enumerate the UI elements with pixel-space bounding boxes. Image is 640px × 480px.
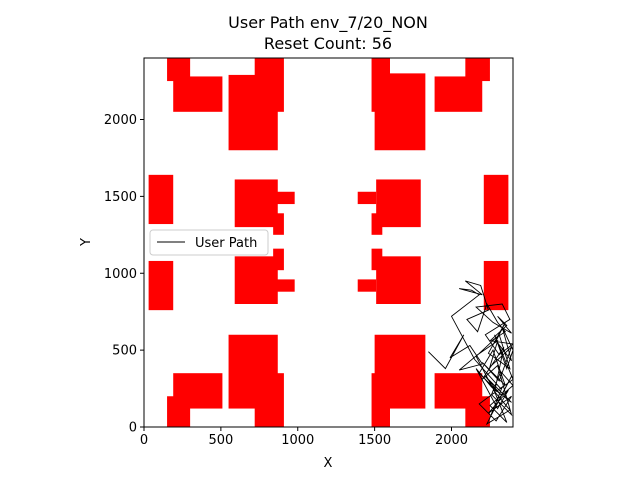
obstacle-block — [173, 76, 223, 112]
y-tick-label: 0 — [129, 421, 137, 436]
obstacle-block — [234, 179, 278, 228]
obstacle-block — [434, 76, 483, 112]
chart-title: User Path env_7/20_NON — [228, 13, 428, 33]
x-tick-label: 500 — [208, 433, 233, 448]
legend-entry-label: User Path — [195, 236, 257, 251]
obstacle-block — [374, 73, 426, 151]
obstacle-block — [274, 191, 295, 205]
legend-box — [149, 229, 269, 256]
plot-frame — [143, 57, 514, 428]
y-axis-label: Y — [79, 238, 94, 247]
obstacle-block — [483, 260, 509, 311]
obstacle-block — [273, 213, 284, 235]
obstacle-block — [376, 179, 421, 228]
x-axis-label: X — [324, 456, 333, 471]
obstacle-block — [376, 256, 421, 304]
obstacle-layer — [148, 58, 509, 427]
x-tick-label: 0 — [140, 433, 148, 448]
y-tick-label: 500 — [112, 344, 137, 359]
obstacle-block — [465, 58, 490, 82]
obstacle-block — [357, 191, 377, 205]
obstacle-block — [465, 396, 490, 427]
obstacle-block — [274, 279, 295, 292]
y-tick-label: 1500 — [104, 190, 137, 205]
obstacle-block — [173, 373, 223, 409]
user-path-layer — [428, 280, 513, 426]
y-tick-label: 1000 — [104, 267, 137, 282]
obstacle-block — [234, 256, 278, 304]
obstacle-block — [483, 174, 509, 225]
y-tick-label: 2000 — [104, 113, 137, 128]
obstacle-block — [148, 260, 174, 311]
x-tick-label: 1000 — [281, 433, 314, 448]
y-axis: 0 500 1000 1500 2000 — [104, 113, 144, 436]
obstacle-block — [357, 279, 377, 292]
user-path-line — [428, 280, 513, 426]
obstacle-block — [273, 248, 284, 271]
obstacle-block — [148, 174, 174, 225]
obstacle-block — [254, 58, 284, 112]
x-tick-label: 1500 — [358, 433, 391, 448]
obstacle-block — [254, 373, 284, 427]
obstacle-block — [167, 58, 191, 82]
x-tick-label: 2000 — [435, 433, 468, 448]
obstacle-block — [374, 334, 426, 409]
legend: User Path — [149, 229, 269, 256]
x-axis: 0 500 1000 1500 2000 — [140, 427, 468, 448]
chart-subtitle: Reset Count: 56 — [264, 34, 392, 53]
